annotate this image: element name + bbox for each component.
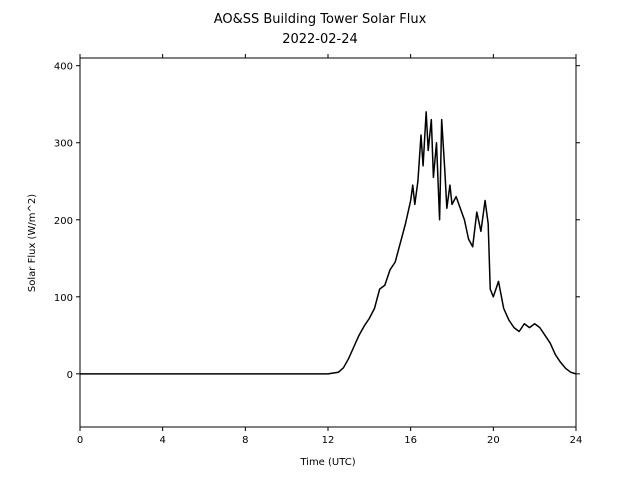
x-tick-label: 16 (404, 435, 417, 446)
y-tick-label: 300 (54, 139, 73, 150)
x-tick-label: 0 (77, 435, 83, 446)
x-tick-label: 20 (487, 435, 500, 446)
y-tick-label: 100 (54, 293, 73, 304)
chart-title: AO&SS Building Tower Solar Flux (214, 12, 427, 27)
y-tick-label: 200 (54, 216, 73, 227)
y-axis-label: Solar Flux (W/m^2) (27, 194, 38, 292)
chart-subtitle: 2022-02-24 (282, 32, 358, 47)
x-tick-label: 4 (159, 435, 165, 446)
x-axis-label: Time (UTC) (299, 457, 355, 468)
data-line (80, 111, 577, 375)
y-tick-label: 400 (54, 62, 73, 73)
x-tick-label: 24 (570, 435, 583, 446)
plot-frame (79, 57, 577, 428)
x-tick-label: 12 (322, 435, 335, 446)
y-tick-label: 0 (67, 370, 73, 381)
x-tick-label: 8 (242, 435, 248, 446)
